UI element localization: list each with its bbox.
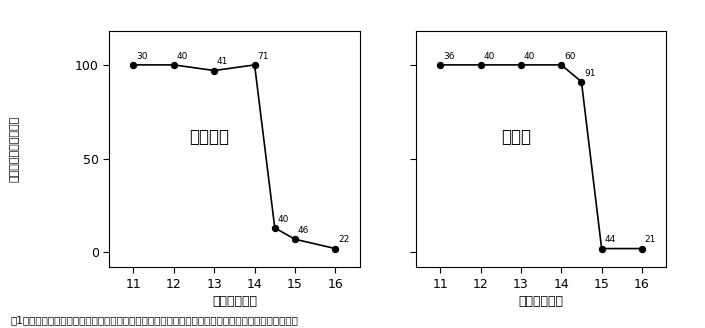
Text: 22: 22 <box>338 236 350 244</box>
Text: 卵巣未発育雌率（％）: 卵巣未発育雌率（％） <box>9 116 19 182</box>
Text: 40: 40 <box>177 52 188 61</box>
Text: 71: 71 <box>257 52 269 61</box>
Text: 91: 91 <box>584 69 596 78</box>
Text: 36: 36 <box>443 52 455 61</box>
Text: ナミヒメ: ナミヒメ <box>190 129 229 146</box>
Text: 41: 41 <box>217 57 228 66</box>
X-axis label: 日長（時間）: 日長（時間） <box>519 295 563 308</box>
Text: 30: 30 <box>136 52 148 61</box>
Text: 21: 21 <box>645 236 656 244</box>
X-axis label: 日長（時間）: 日長（時間） <box>212 295 257 308</box>
Text: コヒメ: コヒメ <box>501 129 531 146</box>
Text: 40: 40 <box>278 215 289 224</box>
Text: 46: 46 <box>298 226 309 235</box>
Text: 図1．発育時の日長と卵巣未発育雌（＝休眠雌）の割合との関係．各点上の数字は供試個体数を示す．: 図1．発育時の日長と卵巣未発育雌（＝休眠雌）の割合との関係．各点上の数字は供試個… <box>11 315 298 325</box>
Text: 40: 40 <box>524 52 535 61</box>
Text: 44: 44 <box>604 236 615 244</box>
Text: 60: 60 <box>564 52 575 61</box>
Text: 40: 40 <box>484 52 495 61</box>
